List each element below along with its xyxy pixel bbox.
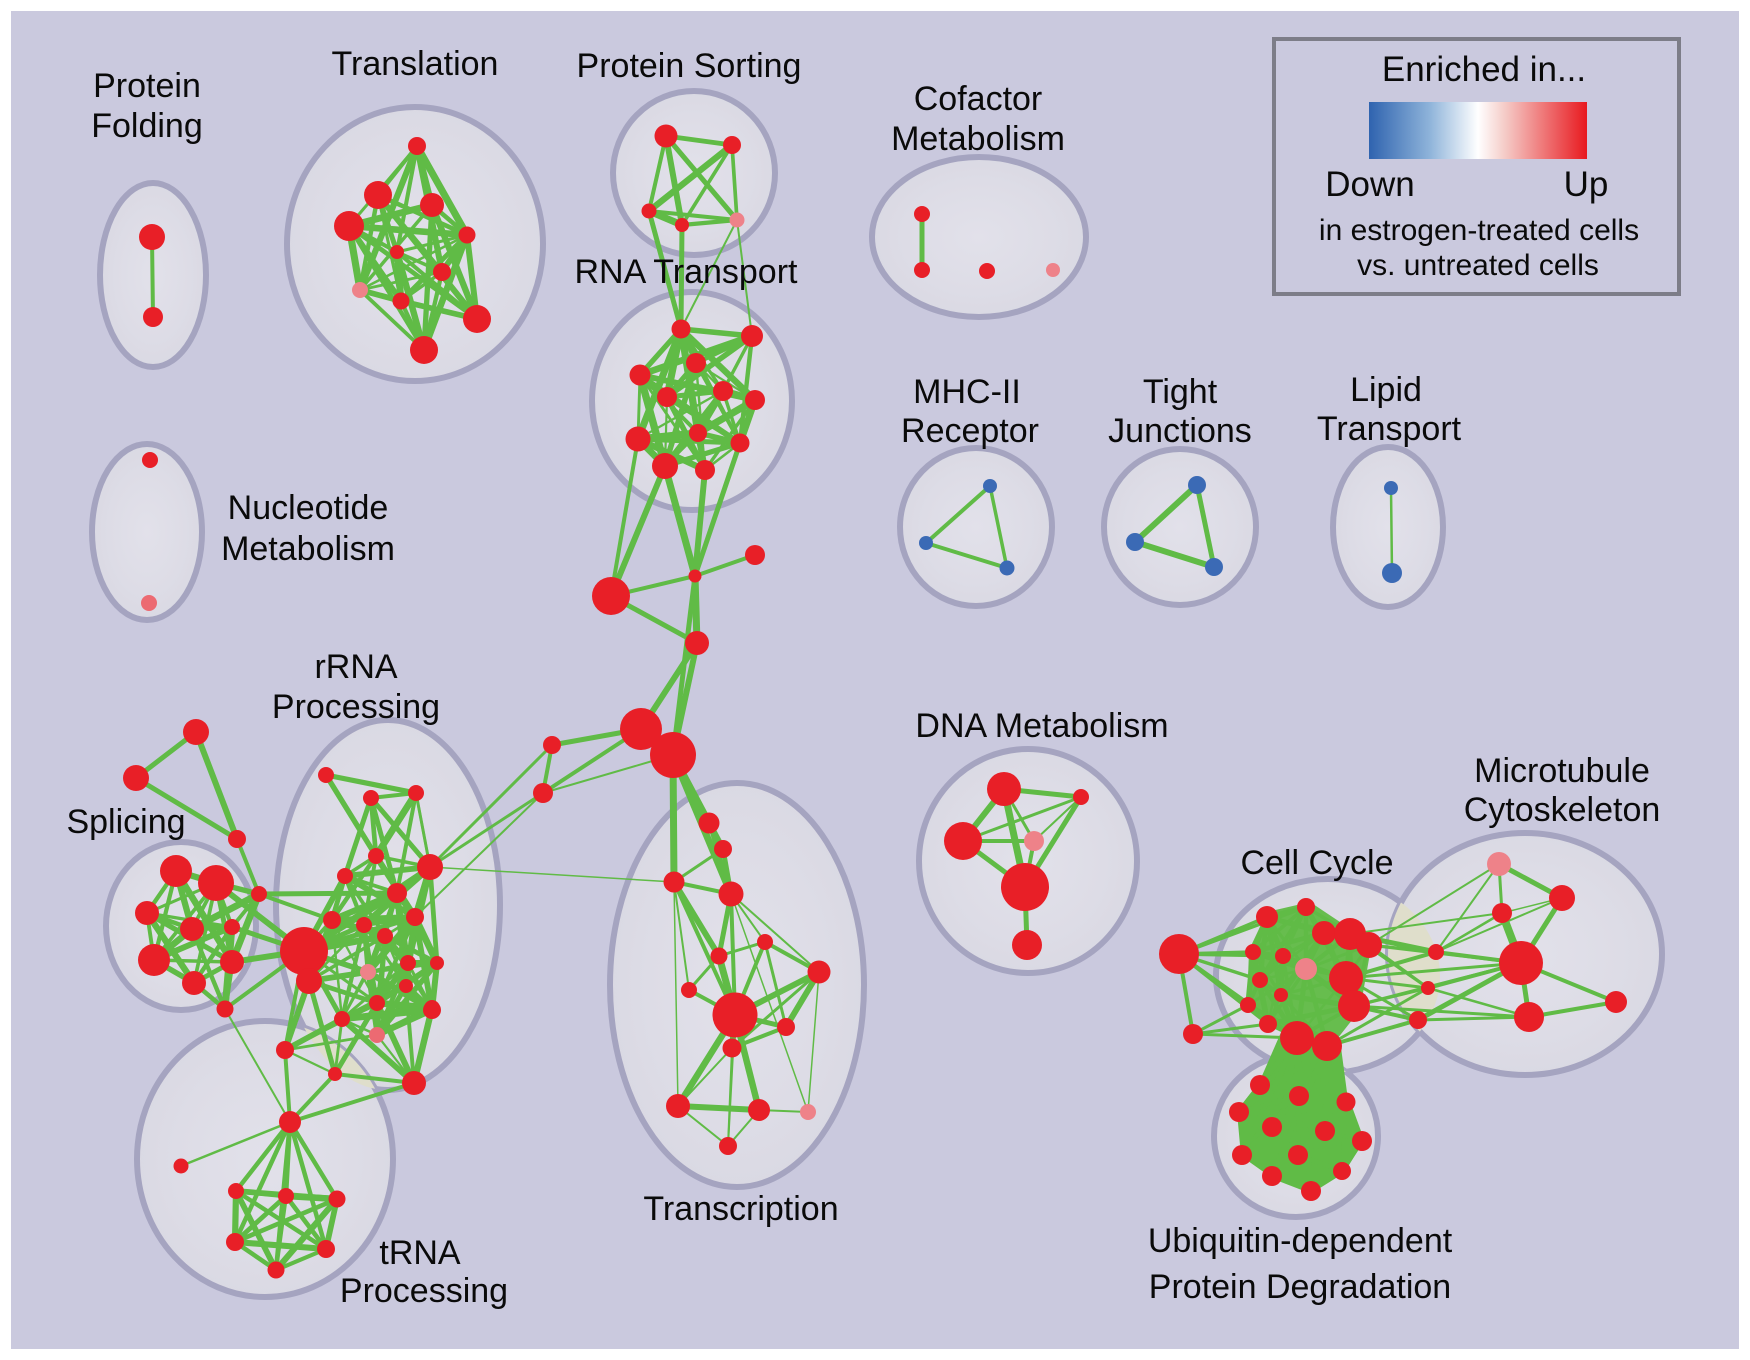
- svg-text:Translation: Translation: [332, 45, 499, 83]
- svg-text:Down: Down: [1325, 165, 1414, 204]
- svg-text:MHC-II: MHC-II: [913, 373, 1021, 411]
- svg-text:Cofactor: Cofactor: [914, 80, 1043, 118]
- svg-text:Processing: Processing: [272, 688, 440, 726]
- svg-text:vs. untreated cells: vs. untreated cells: [1357, 249, 1599, 282]
- svg-text:Transport: Transport: [1317, 410, 1462, 448]
- svg-text:Tight: Tight: [1143, 373, 1218, 411]
- svg-text:Processing: Processing: [340, 1272, 508, 1310]
- svg-text:Nucleotide: Nucleotide: [228, 489, 389, 527]
- svg-text:rRNA: rRNA: [314, 648, 397, 686]
- svg-text:Junctions: Junctions: [1108, 412, 1252, 450]
- svg-text:Transcription: Transcription: [643, 1190, 838, 1228]
- svg-text:in estrogen-treated cells: in estrogen-treated cells: [1319, 214, 1639, 247]
- svg-text:Receptor: Receptor: [901, 412, 1039, 450]
- svg-text:Metabolism: Metabolism: [221, 530, 395, 568]
- svg-text:Cell Cycle: Cell Cycle: [1240, 844, 1393, 882]
- svg-text:Up: Up: [1564, 165, 1609, 204]
- svg-text:Microtubule: Microtubule: [1474, 752, 1650, 790]
- svg-text:Splicing: Splicing: [66, 803, 185, 841]
- svg-text:Metabolism: Metabolism: [891, 120, 1065, 158]
- svg-text:Protein Sorting: Protein Sorting: [577, 47, 802, 85]
- svg-text:tRNA: tRNA: [379, 1234, 461, 1272]
- svg-text:Lipid: Lipid: [1350, 371, 1422, 409]
- svg-text:Protein: Protein: [93, 67, 201, 105]
- svg-text:DNA Metabolism: DNA Metabolism: [915, 707, 1168, 745]
- svg-text:Folding: Folding: [91, 107, 203, 145]
- svg-text:Enriched in...: Enriched in...: [1382, 50, 1586, 89]
- svg-text:RNA Transport: RNA Transport: [575, 253, 799, 291]
- svg-text:Cytoskeleton: Cytoskeleton: [1464, 791, 1661, 829]
- svg-text:Ubiquitin-dependent: Ubiquitin-dependent: [1148, 1222, 1453, 1260]
- svg-text:Protein Degradation: Protein Degradation: [1149, 1268, 1451, 1306]
